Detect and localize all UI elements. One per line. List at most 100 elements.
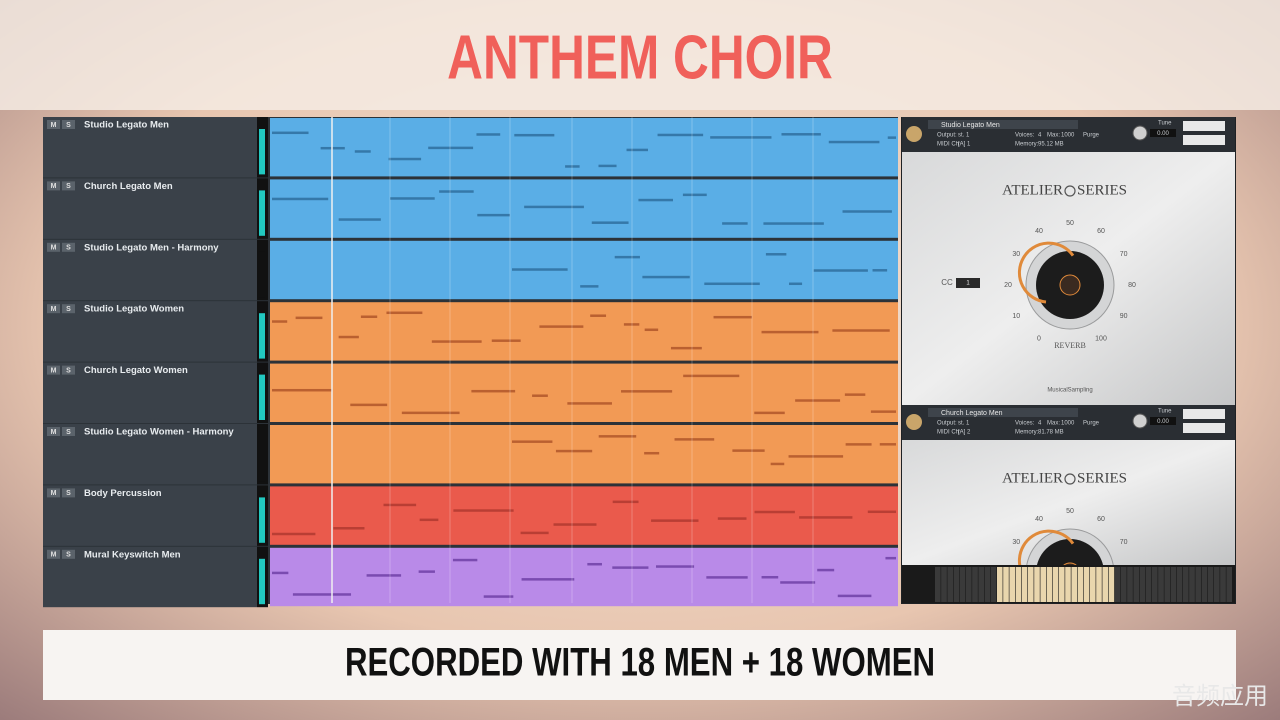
track-name: Church Legato Men [84, 181, 173, 192]
midi-note [717, 517, 747, 520]
track-header [43, 485, 257, 546]
name-field [928, 408, 1078, 417]
mute-button[interactable] [47, 365, 60, 375]
clip [270, 118, 898, 177]
mute-button[interactable] [47, 181, 60, 191]
white-key [935, 567, 941, 602]
solo-button[interactable] [62, 549, 75, 559]
midi-note [383, 503, 417, 507]
instrument-field: 4 [1038, 133, 1042, 139]
solo-button[interactable] [62, 365, 75, 375]
level-meter [1183, 409, 1225, 419]
brand-right: SERIES [1077, 182, 1127, 198]
midi-note [828, 140, 880, 144]
solo-label: S [66, 490, 71, 497]
mute-label: M [51, 245, 57, 252]
knob-scale-label: 40 [1035, 516, 1043, 523]
instrument-field: Voices: [1015, 421, 1035, 427]
knob-ring [1017, 529, 1075, 565]
midi-note [670, 346, 702, 350]
white-key [1145, 567, 1152, 602]
mute-button[interactable] [47, 120, 60, 129]
midi-note [754, 411, 785, 415]
white-key [1164, 567, 1170, 602]
white-key [1214, 567, 1220, 602]
caption: RECORDED WITH 18 MEN + 18 WOMEN [345, 640, 935, 685]
midi-note [621, 390, 673, 393]
cc-value: 1 [966, 281, 970, 287]
midi-note [272, 320, 288, 323]
solo-button[interactable] [62, 242, 75, 252]
solo-button[interactable] [62, 304, 75, 314]
midi-note [521, 578, 575, 581]
white-key [1071, 567, 1077, 602]
midi-note [761, 575, 779, 579]
white-key [1096, 567, 1102, 602]
white-key [1021, 567, 1028, 602]
midi-note [870, 410, 896, 413]
track-meter [259, 436, 265, 482]
instrument-field: 81.78 MB [1038, 430, 1064, 436]
tune-field [1150, 417, 1176, 425]
solo-button[interactable] [62, 181, 75, 191]
tune-knob [1132, 125, 1148, 141]
midi-note [555, 449, 593, 453]
white-key [1083, 567, 1090, 602]
solo-button[interactable] [62, 427, 75, 436]
midi-note [644, 328, 659, 332]
midi-note [360, 315, 378, 318]
midi-note [452, 558, 478, 562]
midi-note [333, 527, 365, 530]
cc-field[interactable] [956, 278, 980, 288]
instrument-field: 1000 [1061, 133, 1075, 139]
white-key [1139, 567, 1146, 602]
caption-bar [43, 630, 1236, 700]
white-key [1226, 567, 1232, 602]
track-header [43, 301, 257, 362]
mute-button[interactable] [47, 549, 60, 559]
mute-button[interactable] [47, 488, 60, 498]
midi-note [789, 282, 803, 286]
knob-scale-label: 70 [1120, 539, 1128, 546]
solo-button[interactable] [62, 488, 75, 498]
mute-label: M [51, 306, 57, 313]
white-key [1127, 567, 1133, 602]
midi-note [879, 443, 896, 446]
solo-label: S [66, 245, 71, 252]
white-key [941, 567, 947, 602]
white-key [959, 567, 966, 602]
instrument-field: Voices: [1015, 133, 1035, 139]
title: ANTHEM CHOIR [447, 22, 833, 92]
mute-button[interactable] [47, 427, 60, 436]
instrument-name: Studio Legato Men [941, 122, 1000, 129]
tune-value: 0.00 [1157, 419, 1169, 425]
midi-note [657, 133, 704, 137]
tune-label: Tune [1158, 409, 1172, 415]
midi-note [642, 275, 690, 279]
solo-button[interactable] [62, 120, 75, 129]
instrument-field: Memory: [1015, 430, 1039, 436]
midi-note [514, 133, 555, 137]
tune-field [1150, 129, 1176, 137]
instrument-field: Purge [1083, 133, 1100, 139]
mute-button[interactable] [47, 242, 60, 252]
white-key [1133, 567, 1139, 602]
midi-note [732, 449, 765, 452]
white-key [1065, 567, 1071, 602]
mute-label: M [51, 490, 57, 497]
white-key [1028, 567, 1034, 602]
knob-scale-label: 0 [1037, 336, 1041, 343]
instrument-field: st. 1 [958, 421, 970, 427]
mute-label: M [51, 183, 57, 190]
midi-note [539, 325, 584, 328]
white-key [1040, 567, 1046, 602]
knob-logo [1063, 562, 1077, 565]
mute-button[interactable] [47, 304, 60, 314]
knob-scale-label: 100 [1095, 336, 1107, 343]
white-key [1015, 567, 1022, 602]
knob-scale-label: 80 [1128, 282, 1136, 289]
white-key [1009, 567, 1015, 602]
track-meter [259, 558, 265, 605]
